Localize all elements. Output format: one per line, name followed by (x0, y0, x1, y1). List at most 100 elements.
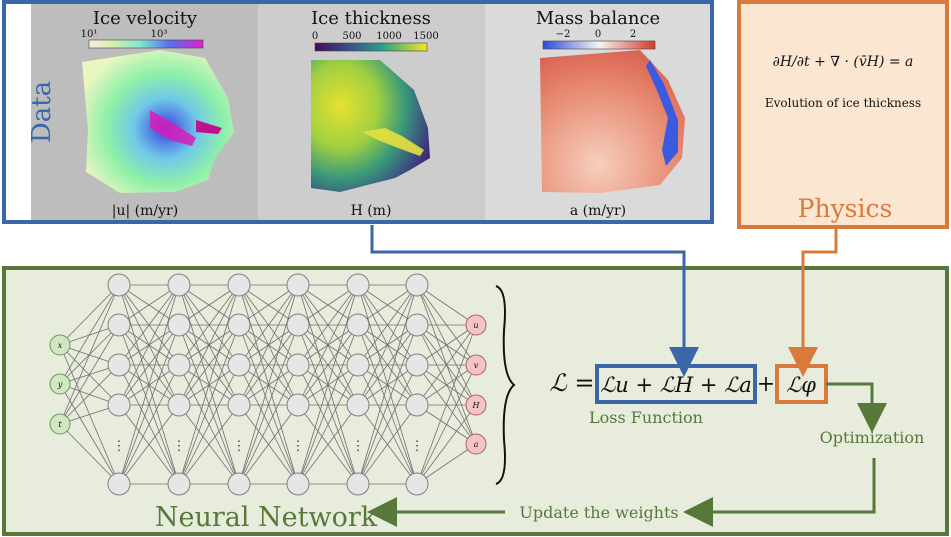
network-edge (416, 324, 477, 406)
hidden-node (405, 353, 429, 377)
loss-lhs: ℒ = (549, 369, 594, 397)
data-loss-terms: ℒu + ℒH + ℒa (600, 373, 752, 397)
hidden-node (227, 472, 251, 496)
network-edge (357, 404, 418, 485)
network-edge (118, 324, 180, 406)
thickness-tick-0: 0 (312, 31, 318, 42)
network-edge (178, 284, 240, 366)
network-edge (238, 324, 299, 485)
network-edge (357, 364, 418, 485)
hidden-node (227, 353, 251, 377)
physics-caption: Evolution of ice thickness (765, 96, 921, 110)
hidden-node (405, 313, 429, 337)
massbalance-tick-2: 2 (630, 29, 636, 40)
network-edge (416, 364, 477, 485)
hidden-node (167, 273, 191, 297)
output-node-u-label: u (473, 321, 478, 330)
massbalance-colorbar (542, 40, 656, 50)
input-node-t-label: t (58, 420, 62, 429)
network-edge (118, 284, 180, 485)
hidden-layer-ellipsis: ⋮ (233, 439, 246, 454)
velocity-fast-stream (150, 110, 196, 146)
network-edge (297, 284, 359, 406)
thickness-title: Ice thickness (311, 8, 431, 29)
network-edge (178, 324, 240, 485)
thickness-colorbar (314, 42, 428, 52)
data-panel: Data Ice velocity 10¹ 10³ |u| (m/yr) Ice… (2, 0, 714, 224)
network-brace (495, 285, 516, 485)
data-label: Data (27, 81, 57, 143)
hidden-layer-ellipsis: ⋮ (292, 439, 305, 454)
massbalance-map: Mass balance −2 0 2 a (m/yr) (536, 8, 685, 219)
velocity-colorbar (88, 39, 204, 49)
hidden-node (286, 353, 310, 377)
data-panel-border (2, 0, 714, 224)
output-node-v (465, 354, 487, 376)
update-weights-label: Update the weights (519, 503, 678, 522)
hidden-node (286, 273, 310, 297)
output-node-a-label: a (474, 440, 479, 449)
physics-panel-box (737, 0, 949, 229)
massbalance-title: Mass balance (536, 8, 660, 29)
network-edge (178, 364, 240, 485)
physics-panel: ∂H/∂t + ∇ · (v̄H) = a Evolution of ice t… (737, 0, 949, 229)
network-edge (59, 284, 120, 385)
input-node-t (49, 413, 71, 435)
hidden-node (167, 353, 191, 377)
input-node-y (49, 373, 71, 395)
velocity-calving-front (196, 120, 222, 134)
loss-plus: + (757, 372, 775, 397)
network-edge (59, 423, 120, 485)
network-edge (238, 284, 299, 326)
network-edge (297, 284, 359, 326)
network-edge (59, 284, 120, 346)
network-edge (297, 284, 359, 366)
hidden-node (227, 313, 251, 337)
network-edge (59, 364, 120, 425)
hidden-node (107, 313, 131, 337)
hidden-node (107, 393, 131, 417)
hidden-node (107, 353, 131, 377)
network-label: Neural Network (155, 502, 378, 533)
thickness-tick-500: 500 (342, 31, 361, 42)
thickness-tick-1500: 1500 (413, 31, 438, 42)
network-edge (238, 284, 299, 485)
massbalance-ice-shape (540, 50, 685, 193)
hidden-layer-ellipsis: ⋮ (113, 439, 126, 454)
network-edge (416, 324, 477, 485)
hidden-node (286, 313, 310, 337)
network-edge (118, 284, 180, 366)
network-edge (357, 324, 418, 485)
output-node-H (465, 394, 487, 416)
network-edge (118, 364, 180, 485)
hidden-node (346, 273, 370, 297)
network-edge (238, 284, 299, 406)
network-edge (118, 404, 180, 485)
massbalance-negative-zone (646, 60, 678, 166)
velocity-title: Ice velocity (93, 8, 198, 29)
network-edge (416, 324, 477, 445)
output-node-v-label: v (474, 361, 479, 370)
input-node-y-label: y (57, 380, 63, 389)
hidden-node (227, 273, 251, 297)
network-edge (238, 284, 299, 366)
hidden-node (167, 472, 191, 496)
hidden-node (346, 353, 370, 377)
hidden-layer-ellipsis: ⋮ (173, 439, 186, 454)
physics-label: Physics (798, 194, 893, 223)
network-edge (297, 404, 359, 485)
hidden-node (286, 393, 310, 417)
network-edge (357, 284, 418, 366)
network-edge (59, 324, 120, 425)
output-node-u (465, 314, 487, 336)
physics-to-loss-arrow (788, 228, 838, 377)
network-edge (178, 324, 240, 406)
hidden-layer-ellipsis: ⋮ (411, 439, 424, 454)
network-edge (297, 324, 359, 485)
network-edge (416, 324, 477, 366)
network-edge (178, 284, 240, 326)
velocity-map: Ice velocity 10¹ 10³ |u| (m/yr) (81, 8, 234, 219)
network-edge (357, 324, 418, 406)
network-edge (416, 364, 477, 406)
